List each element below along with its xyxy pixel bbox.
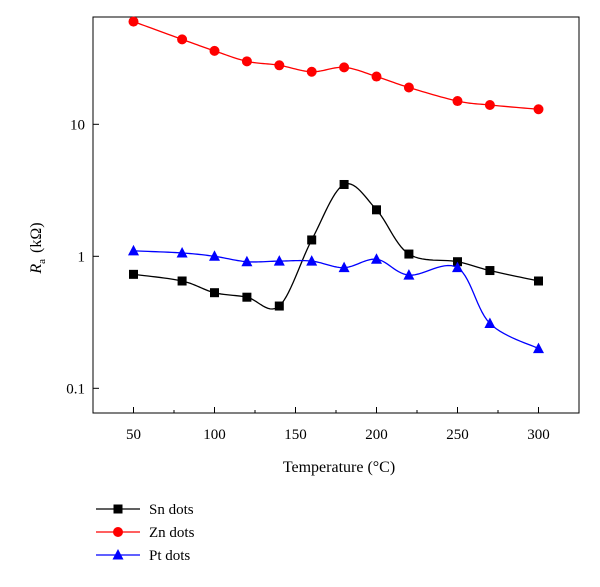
x-tick-label: 250 [446,427,469,443]
legend: Sn dots Zn dots Pt dots [96,502,195,564]
data-point-pt-dots [338,261,350,273]
series-pt-dots [128,244,544,354]
x-tick-label: 100 [203,427,226,443]
data-point-sn-dots [210,288,219,298]
legend-item-pt-dots: Pt dots [96,548,190,564]
data-point-zn-dots [533,104,544,115]
data-point-zn-dots [274,60,285,71]
legend-item-zn-dots: Zn dots [96,525,195,541]
y-axis-ticks: 0.1 1 10 [66,117,99,397]
legend-label-zn-dots: Zn dots [149,525,195,541]
data-point-sn-dots [339,179,349,189]
y-axis-title: Ra (kΩ) [28,222,48,274]
data-point-pt-dots [306,255,318,266]
data-point-sn-dots [177,276,187,286]
series-line-pt-dots [133,250,539,350]
data-point-zn-dots [403,82,414,93]
y-tick-label: 1 [78,249,86,265]
data-point-zn-dots [484,100,495,111]
data-point-zn-dots [339,62,350,73]
data-point-zn-dots [177,34,188,45]
series-layer [128,16,544,354]
plot-frame [92,16,580,414]
x-axis-title: Temperature (°C) [283,459,395,476]
data-point-pt-dots [273,255,285,266]
data-point-sn-dots [242,292,252,302]
x-axis-ticks: 50 100 150 200 250 300 [126,407,550,443]
legend-marker-zn-dots [113,527,123,537]
series-sn-dots [129,179,543,311]
data-point-pt-dots [484,317,496,328]
data-point-sn-dots [307,235,317,245]
data-point-pt-dots [533,342,544,354]
data-point-zn-dots [128,16,139,27]
legend-marker-sn-dots [113,504,123,514]
data-point-pt-dots [241,255,253,267]
data-point-sn-dots [129,269,138,279]
data-point-pt-dots [371,253,382,264]
data-point-sn-dots [274,301,284,311]
x-tick-label: 50 [126,427,141,443]
y-axis-title-subscript: a [36,259,48,264]
data-point-pt-dots [403,269,415,280]
series-line-zn-dots [133,20,539,110]
legend-label-pt-dots: Pt dots [149,548,190,564]
data-point-zn-dots [306,66,317,77]
data-point-zn-dots [371,71,382,82]
x-tick-label: 150 [284,427,307,443]
x-tick-label: 300 [527,427,550,443]
series-line-sn-dots [133,183,539,310]
data-point-pt-dots [452,261,463,273]
data-point-sn-dots [372,205,381,215]
data-point-zn-dots [241,56,252,67]
legend-item-sn-dots: Sn dots [96,502,194,518]
legend-label-sn-dots: Sn dots [149,502,194,518]
data-point-sn-dots [404,249,414,259]
y-tick-label: 0.1 [66,381,85,397]
y-axis-title-unit: (kΩ) [28,222,45,253]
legend-marker-pt-dots [112,549,124,560]
x-tick-label: 200 [365,427,388,443]
data-point-zn-dots [209,45,220,56]
data-point-sn-dots [485,266,495,276]
y-tick-label: 10 [70,117,85,133]
y-axis-title-symbol: R [28,264,45,275]
data-point-pt-dots [209,250,220,261]
data-point-zn-dots [452,96,463,107]
data-point-pt-dots [128,244,139,256]
data-point-sn-dots [534,276,543,286]
series-zn-dots [128,16,544,115]
data-point-pt-dots [176,246,188,258]
